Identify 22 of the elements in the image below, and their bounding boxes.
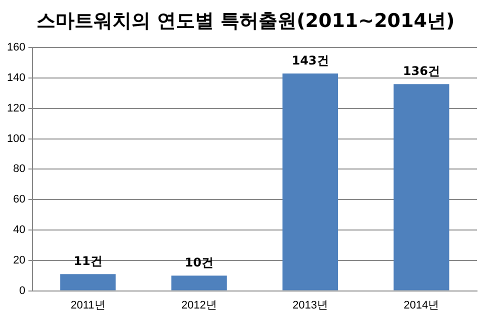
data-label: 143건 [292, 54, 329, 68]
y-tick-label: 100 [6, 132, 26, 145]
x-tick-label: 2011년 [70, 299, 106, 312]
y-tick-label: 40 [13, 224, 26, 236]
y-tick-label: 140 [6, 72, 26, 84]
x-tick-label: 2013년 [292, 299, 328, 312]
bar [394, 84, 450, 290]
bar [60, 274, 116, 290]
y-tick-label: 60 [13, 194, 26, 206]
y-tick-label: 20 [13, 254, 26, 266]
y-tick-label: 160 [6, 42, 26, 54]
bar [171, 276, 227, 290]
bar [282, 73, 338, 290]
x-tick-label: 2012년 [181, 299, 217, 312]
data-label: 136건 [402, 64, 440, 78]
y-tick-label: 120 [6, 102, 26, 114]
data-label: 11건 [74, 254, 102, 268]
y-tick-label: 0 [19, 284, 26, 297]
data-label: 10건 [184, 256, 214, 270]
chart-title: 스마트워치의 연도별 특허출원(2011~2014년) [35, 9, 456, 34]
y-tick-label: 80 [13, 163, 26, 176]
x-tick-label: 2014년 [404, 299, 440, 312]
